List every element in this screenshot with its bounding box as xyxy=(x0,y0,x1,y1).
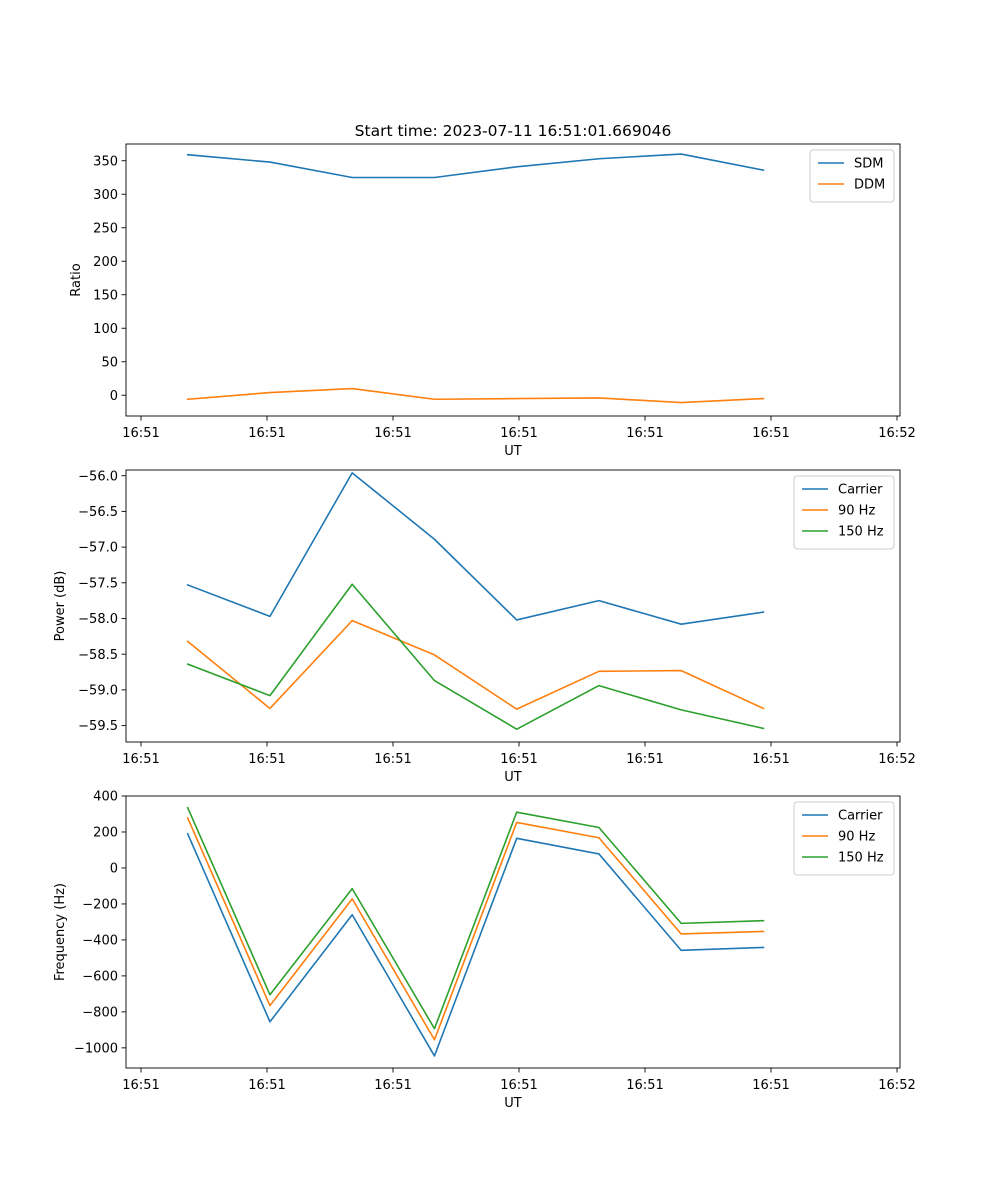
legend-label: SDM xyxy=(854,157,883,172)
x-tick-label: 16:51 xyxy=(500,752,537,767)
series-line-sdm xyxy=(186,153,765,179)
x-tick-label: 16:51 xyxy=(752,426,789,441)
y-tick-label: −58.5 xyxy=(78,648,118,663)
y-tick-label: 250 xyxy=(93,221,118,236)
y-tick-label: −200 xyxy=(82,898,118,913)
series-line-150-hz xyxy=(186,806,765,1030)
y-tick-label: 300 xyxy=(93,188,118,203)
x-tick-label: 16:51 xyxy=(752,752,789,767)
axes-frame xyxy=(125,143,901,417)
x-tick-label: 16:51 xyxy=(122,426,159,441)
x-tick-label: 16:51 xyxy=(122,1078,159,1093)
y-axis-label: Ratio xyxy=(69,263,84,296)
x-tick-label: 16:51 xyxy=(626,426,663,441)
x-tick-label: 16:51 xyxy=(626,752,663,767)
y-tick-label: 50 xyxy=(101,355,118,370)
y-tick-label: −600 xyxy=(82,969,118,984)
y-tick-label: −57.5 xyxy=(78,576,118,591)
chart-title: Start time: 2023-07-11 16:51:01.669046 xyxy=(355,122,672,140)
x-tick-label: 16:51 xyxy=(122,752,159,767)
x-axis-label: UT xyxy=(504,444,522,459)
y-tick-label: −59.5 xyxy=(78,719,118,734)
y-tick-label: 100 xyxy=(93,322,118,337)
series-line-carrier xyxy=(186,472,765,626)
series-line-150-hz xyxy=(186,583,765,730)
series-line-carrier xyxy=(186,832,765,1057)
x-tick-label: 16:52 xyxy=(878,1078,915,1093)
x-tick-label: 16:51 xyxy=(500,426,537,441)
legend-label: 150 Hz xyxy=(838,851,884,866)
y-tick-label: −400 xyxy=(82,934,118,949)
x-tick-label: 16:52 xyxy=(878,752,915,767)
x-tick-label: 16:51 xyxy=(626,1078,663,1093)
axes-frame xyxy=(125,469,901,743)
x-tick-label: 16:51 xyxy=(752,1078,789,1093)
legend: Carrier 90 Hz 150 Hz xyxy=(793,801,895,876)
y-tick-label: −1000 xyxy=(74,1041,118,1056)
x-tick-label: 16:51 xyxy=(374,1078,411,1093)
legend-label: Carrier xyxy=(838,483,883,498)
subplot-frequency: UT Frequency (Hz) 16:51 16:51 16:51 16:51 16… xyxy=(53,790,916,1111)
y-tick-label: 150 xyxy=(93,288,118,303)
x-axis-label: UT xyxy=(504,770,522,785)
legend: SDM DDM xyxy=(809,149,895,203)
y-axis-label: Frequency (Hz) xyxy=(53,883,68,981)
y-tick-label: −59.0 xyxy=(78,683,118,698)
x-tick-label: 16:51 xyxy=(374,426,411,441)
y-tick-label: −800 xyxy=(82,1005,118,1020)
x-tick-label: 16:51 xyxy=(374,752,411,767)
y-tick-label: −57.0 xyxy=(78,541,118,556)
y-tick-label: −56.5 xyxy=(78,505,118,520)
y-tick-label: 0 xyxy=(110,389,118,404)
y-tick-label: −58.0 xyxy=(78,612,118,627)
x-tick-label: 16:51 xyxy=(248,752,285,767)
y-tick-label: 350 xyxy=(93,154,118,169)
y-axis-label: Power (dB) xyxy=(53,571,68,642)
y-tick-label: −56.0 xyxy=(78,469,118,484)
x-tick-label: 16:51 xyxy=(248,1078,285,1093)
legend-label: DDM xyxy=(854,178,885,193)
legend-label: Carrier xyxy=(838,809,883,824)
series-line-90-hz xyxy=(186,619,765,710)
x-tick-label: 16:51 xyxy=(500,1078,537,1093)
y-tick-label: 200 xyxy=(93,255,118,270)
x-axis-label: UT xyxy=(504,1096,522,1111)
legend-label: 90 Hz xyxy=(838,504,875,519)
x-tick-label: 16:52 xyxy=(878,426,915,441)
series-line-ddm xyxy=(186,387,765,404)
legend: Carrier 90 Hz 150 Hz xyxy=(793,475,895,550)
axes-frame xyxy=(125,795,901,1069)
series-line-90-hz xyxy=(186,816,765,1041)
y-tick-label: 200 xyxy=(93,826,118,841)
legend-label: 150 Hz xyxy=(838,525,884,540)
subplot-power: UT Power (dB) 16:51 16:51 16:51 16:51 16:51 1… xyxy=(53,469,916,785)
y-tick-label: 400 xyxy=(93,790,118,805)
x-tick-label: 16:51 xyxy=(248,426,285,441)
legend-label: 90 Hz xyxy=(838,830,875,845)
subplot-ratio: Start time: 2023-07-11 16:51:01.669046 U… xyxy=(69,122,916,459)
y-tick-label: 0 xyxy=(110,862,118,877)
